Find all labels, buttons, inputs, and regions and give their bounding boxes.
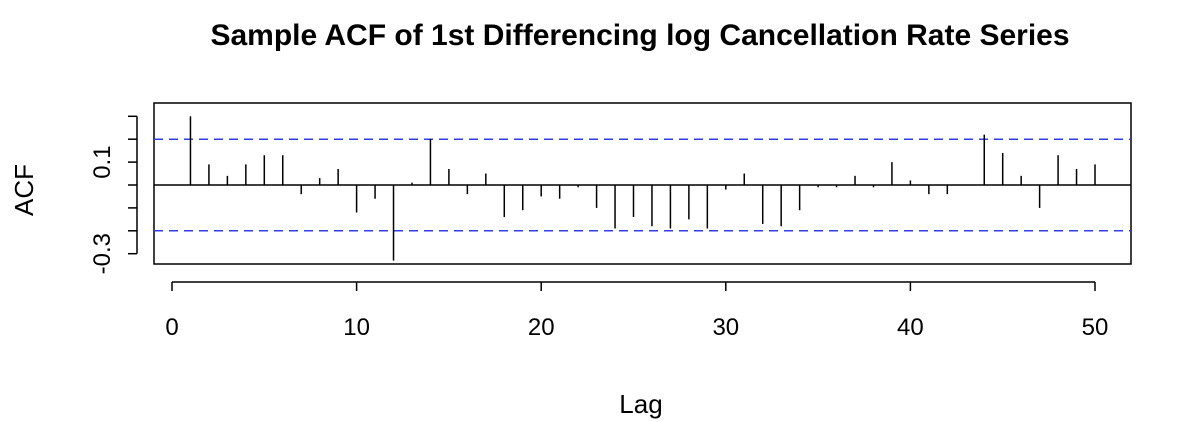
x-tick-label: 40 bbox=[897, 314, 924, 341]
x-tick-label: 50 bbox=[1082, 314, 1109, 341]
y-axis-label: ACF bbox=[9, 164, 39, 216]
y-tick-label: -0.3 bbox=[89, 233, 116, 274]
x-tick-label: 30 bbox=[712, 314, 739, 341]
y-tick-label: 0.1 bbox=[89, 145, 116, 178]
x-tick-label: 20 bbox=[528, 314, 555, 341]
plot-frame bbox=[153, 102, 1132, 265]
x-axis-label: Lag bbox=[619, 389, 662, 419]
x-tick-label: 0 bbox=[165, 314, 178, 341]
x-tick-label: 10 bbox=[343, 314, 370, 341]
plot-area: 0 10 20 30 40 50 -0.3 0.1 bbox=[89, 102, 1132, 341]
chart-title: Sample ACF of 1st Differencing log Cance… bbox=[210, 19, 1069, 52]
